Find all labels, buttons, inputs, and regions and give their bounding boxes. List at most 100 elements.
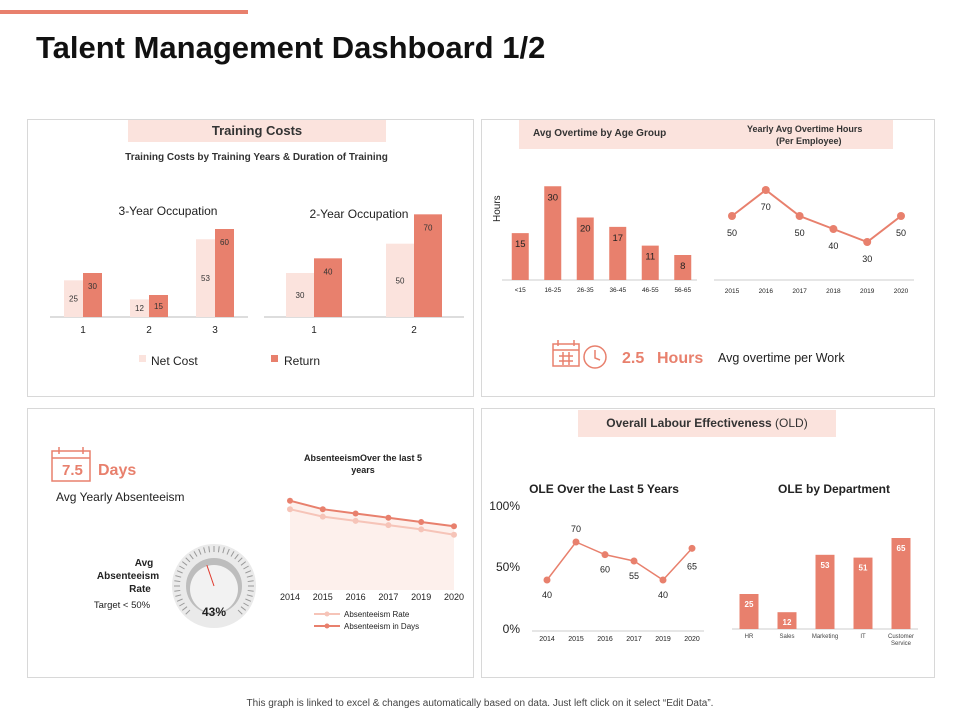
overtime-yearly-xlabel: 2020 [894,288,909,295]
absenteeism-legend-rate-label: Absenteeism Rate [344,610,410,619]
overtime-yearly-value: 30 [862,254,872,264]
overtime-age-value: 17 [612,233,623,244]
absenteeism-xlabel: 2016 [346,592,366,602]
gauge-tick [237,557,243,563]
absenteeism-svg: 7.5 Days Avg Yearly Absenteeism Avg Abse… [51,447,464,631]
ole-dept-bar [777,612,797,629]
ole-panel: Overall Labour Effectiveness (OLD) OLE O… [481,408,935,678]
absenteeism-legend-days-dot [324,623,330,629]
ole-dept-category: Sales [779,634,794,640]
absenteeism-days-line [289,499,455,528]
ole-years-xlabel: 2015 [568,636,584,643]
gauge-tick [175,575,182,578]
legend-return-label: Return [284,354,320,368]
gauge-tick [174,580,181,583]
gauge-tick [179,565,185,570]
training-3yr-label-net: 12 [135,304,144,313]
training-3yr-category: 1 [80,325,86,336]
absenteeism-days-label: Avg Yearly Absenteeism [56,490,185,504]
ole-header-main: Overall Labour Effectiveness [606,416,772,430]
ole-dept-category: Marketing [812,634,838,640]
overtime-age-category: 36-45 [609,287,626,294]
training-costs-subtitle: Training Costs by Training Years & Durat… [125,152,388,163]
absenteeism-rate-point [319,513,326,520]
ole-years-xlabel: 2016 [597,636,613,643]
gauge-tick [217,546,220,553]
overtime-yearly-point [863,238,872,246]
training-2yr-label-return: 70 [424,223,433,232]
absenteeism-xlabel: 2015 [313,592,333,602]
overtime-age-bar [641,245,659,280]
absenteeism-panel: 7.5 Days Avg Yearly Absenteeism Avg Abse… [27,408,474,678]
ole-years-value: 40 [542,590,552,600]
overtime-kpi-unit: Hours [657,350,703,367]
ole-years-xlabel: 2014 [539,636,555,643]
ole-dept-bar [891,538,911,629]
ole-years-xlabel: 2017 [626,636,642,643]
absenteeism-legend-days-label: Absenteeism in Days [344,622,419,631]
top-accent-bar [0,10,248,14]
gauge-tick [208,546,211,553]
training-costs-panel: Training Costs Training Costs by Trainin… [27,119,474,397]
gauge-tick [240,606,247,611]
absenteeism-rate-point [287,506,293,513]
training-2yr-label-return: 40 [324,267,333,276]
gauge-tick [246,575,253,578]
training-3yr-category: 3 [212,325,218,336]
gauge-tick [176,598,183,602]
gauge-tick [237,609,243,615]
training-3yr-bar-net [196,239,215,317]
ole-header-suffix: (OLD) [775,416,808,430]
overtime-yearly-line [731,188,902,244]
absenteeism-chart-title-1: AbsenteeismOver the last 5 [304,453,422,463]
overtime-kpi-value: 2.5 [622,350,644,367]
gauge-tick [185,609,191,615]
overtime-age-ylabel: Hours [492,195,503,222]
absenteeism-days-point [385,514,392,521]
training-3yr-bar-return [149,295,168,317]
gauge-tick [247,580,254,583]
ole-years-value: 60 [600,565,610,575]
ole-years-point [688,544,696,552]
overtime-yearly-xlabel: 2019 [860,288,875,295]
training-2yr-bar-return [414,214,442,317]
training-costs-header: Training Costs [128,120,386,142]
ole-dept-value: 25 [745,600,754,609]
gauge-tick [193,551,198,557]
absenteeism-rate-point [418,526,425,533]
training-2yr-label-net: 30 [296,291,305,300]
legend-net-cost-label: Net Cost [151,354,198,368]
overtime-kpi-label: Avg overtime per Work [718,351,845,365]
overtime-age-category: 26-35 [577,287,594,294]
ole-years-xlabel: 2020 [684,636,700,643]
overtime-age-value: 20 [580,224,591,235]
overtime-yearly-point [728,212,736,220]
gauge-tick [175,594,182,597]
gauge-tick [226,548,230,555]
overtime-yearly-point [829,225,838,233]
overtime-age-category: 46-55 [642,287,659,294]
gauge-tick [243,565,249,570]
overtime-charts-svg: Hours 15 <15 30 16-25 20 26-35 17 36-45 11 46-55 8 5… [492,186,914,369]
gauge-tick [234,553,239,560]
absenteeism-xlabel: 2017 [378,592,398,602]
overtime-age-value: 30 [547,192,558,203]
absenteeism-rate-point [451,531,457,538]
gauge-tick [222,547,225,554]
absenteeism-legend-rate-dot [324,611,330,617]
ole-dept-value: 65 [897,544,906,553]
gauge-tick [230,551,235,557]
absenteeism-days-point [418,518,425,525]
overtime-yearly-point [897,212,905,220]
absenteeism-xlabel: 2014 [280,592,300,602]
training-3yr-label-return: 15 [154,302,163,311]
page-title: Talent Management Dashboard 1/2 [36,30,546,65]
overtime-yearly-header-1: Yearly Avg Overtime Hours [747,124,863,134]
ole-dept-category-2: Service [891,641,912,647]
absenteeism-days-point [352,510,359,517]
ole-dept-category: Customer [888,634,914,640]
ole-years-title: OLE Over the Last 5 Years [529,482,679,496]
gauge-tick [203,547,206,554]
training-2yr-bar-net [386,243,414,317]
training-3yr-category: 2 [146,325,152,336]
